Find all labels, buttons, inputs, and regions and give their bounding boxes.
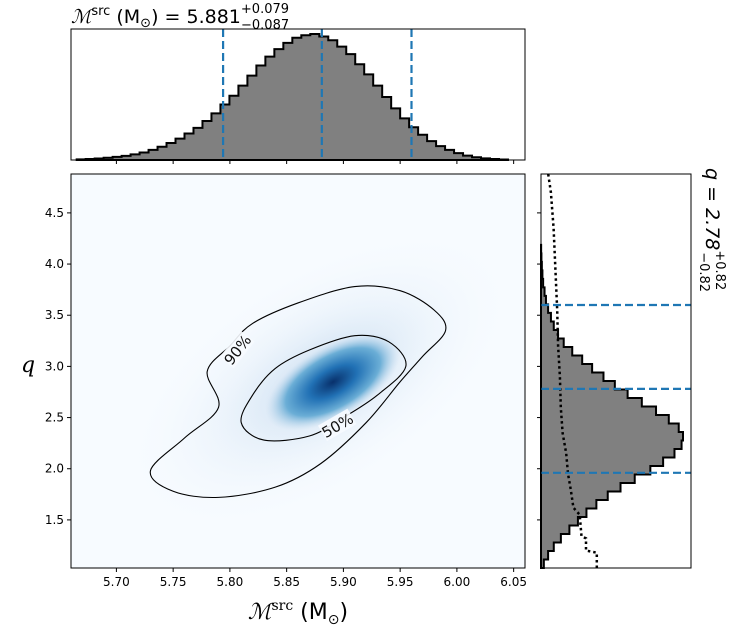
density-core: [265, 333, 401, 431]
x-tick-label: 5.85: [273, 575, 300, 589]
top-marginal-histogram: [70, 28, 526, 161]
right-title: q = 2.78+0.82−0.82: [696, 168, 727, 292]
y-tick-label: 1.5: [45, 513, 64, 527]
contour-label-90-bg: [219, 330, 255, 369]
q-prior-curve: [546, 173, 599, 568]
contour-label-50-bg: [318, 408, 357, 442]
mc-histogram-bars: [75, 33, 509, 161]
y-axis-ticks: 1.5 2.0 2.5 3.0 3.5 4.0 4.5: [45, 206, 541, 527]
right-panel-frame: [540, 173, 692, 569]
x-tick-label: 5.70: [103, 575, 130, 589]
q-histogram-bars: [540, 243, 684, 569]
contour-50-percent: [240, 334, 407, 442]
top-panel-frame: [70, 28, 526, 161]
y-tick-label: 2.5: [45, 411, 64, 425]
x-tick-label: 5.95: [387, 575, 414, 589]
x-tick-label: 5.75: [160, 575, 187, 589]
x-tick-label: 5.80: [217, 575, 244, 589]
y-tick-label: 2.0: [45, 462, 64, 476]
y-tick-label: 3.5: [45, 308, 64, 322]
y-tick-label: 4.0: [45, 257, 64, 271]
y-tick-label: 3.0: [45, 359, 64, 373]
main-panel-frame: [70, 173, 526, 569]
contour-90-percent: [149, 285, 447, 499]
y-axis-label: q: [21, 353, 35, 378]
x-axis-ticks: 5.70 5.75 5.80 5.85 5.90 5.95 6.00 6.05: [103, 160, 527, 589]
x-axis-label: ℳsrc (M⊙): [248, 598, 348, 628]
joint-density-panel: 90%50% 5.70 5.75 5.80 5.85 5.90 5.95 6.00 6.05 …: [45, 160, 541, 589]
y-tick-label: 4.5: [45, 206, 64, 220]
x-tick-label: 5.90: [330, 575, 357, 589]
x-tick-label: 6.05: [500, 575, 527, 589]
right-marginal-histogram: [540, 173, 692, 569]
top-title: ℳsrc (M⊙) = 5.881+0.079 −0.087: [71, 2, 289, 33]
x-tick-label: 6.00: [444, 575, 471, 589]
